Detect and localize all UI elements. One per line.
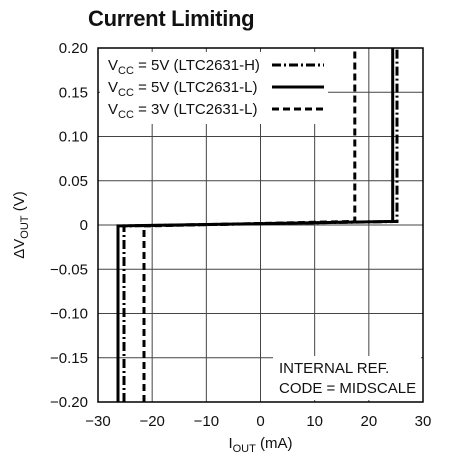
y-tick-label: −0.15 xyxy=(50,350,88,367)
y-axis-label: ΔVOUT (V) xyxy=(11,191,31,258)
series-line-3 xyxy=(142,48,357,402)
y-tick-label: 0 xyxy=(80,217,88,234)
plot-border xyxy=(97,47,424,403)
y-tick-label: 0.05 xyxy=(59,173,88,190)
x-tick-label: 30 xyxy=(415,413,432,430)
annotation-box xyxy=(273,356,421,400)
y-tick-label: 0.15 xyxy=(59,84,88,101)
y-tick-label: −0.20 xyxy=(50,394,88,411)
x-tick-label: −30 xyxy=(85,413,110,430)
chart-title: Current Limiting xyxy=(88,6,255,31)
x-tick-label: 10 xyxy=(306,413,323,430)
x-tick-label: −20 xyxy=(139,413,164,430)
legend-label-2: VCC = 5V (LTC2631-L) xyxy=(108,79,257,99)
x-axis-label: IOUT (mA) xyxy=(228,435,292,455)
annotation-line-1: INTERNAL REF. xyxy=(279,360,389,377)
x-tick-label: 20 xyxy=(360,413,377,430)
annotation-line-2: CODE = MIDSCALE xyxy=(279,380,416,397)
y-tick-label: −0.05 xyxy=(50,261,88,278)
x-tick-label: −10 xyxy=(194,413,219,430)
legend-label-1: VCC = 5V (LTC2631-H) xyxy=(108,57,260,77)
y-tick-label: 0.10 xyxy=(59,129,88,146)
y-tick-label: −0.10 xyxy=(50,306,88,323)
x-tick-label: 0 xyxy=(256,413,264,430)
y-tick-label: 0.20 xyxy=(59,40,88,57)
legend-label-3: VCC = 3V (LTC2631-L) xyxy=(108,101,257,121)
